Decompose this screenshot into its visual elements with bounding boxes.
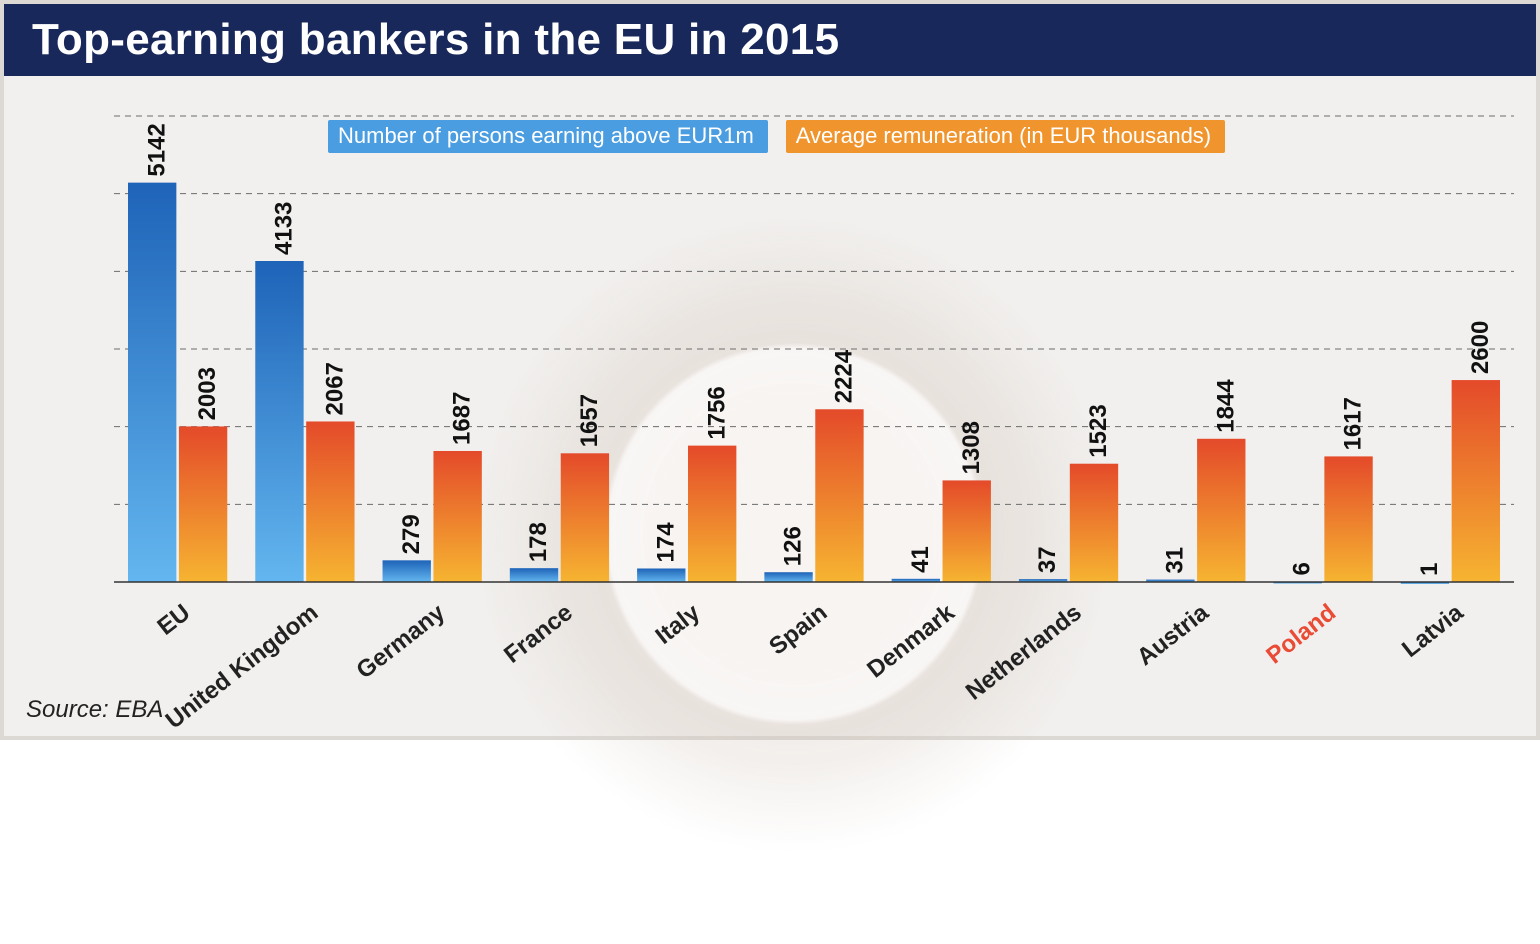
x-category-label: Italy xyxy=(650,599,705,651)
x-category-label: EU xyxy=(153,599,197,642)
bar-label-count: 178 xyxy=(525,522,552,562)
bar-label-remun: 2224 xyxy=(831,349,858,403)
bar-count xyxy=(764,572,812,582)
bar-label-count: 174 xyxy=(652,522,679,563)
bar-count xyxy=(255,261,303,582)
bar-label-remun: 1657 xyxy=(576,394,603,447)
x-category-label: Germany xyxy=(352,599,451,685)
bar-label-remun: 2600 xyxy=(1467,321,1494,374)
bar-label-count: 4133 xyxy=(271,202,298,255)
bar-remun xyxy=(943,480,991,582)
bar-label-count: 1 xyxy=(1416,563,1443,576)
bar-count xyxy=(510,568,558,582)
bar-label-remun: 1617 xyxy=(1340,397,1367,450)
legend: Number of persons earning above EUR1m Av… xyxy=(328,120,1225,153)
bar-remun xyxy=(688,446,736,582)
bar-remun xyxy=(1452,380,1500,582)
bar-label-count: 126 xyxy=(780,526,807,566)
x-category-label: France xyxy=(499,599,578,670)
chart-title: Top-earning bankers in the EU in 2015 xyxy=(32,15,839,65)
bar-label-remun: 2003 xyxy=(194,367,221,420)
x-axis-labels: EUUnited KingdomGermanyFranceItalySpainD… xyxy=(102,586,1518,716)
legend-item-count: Number of persons earning above EUR1m xyxy=(328,120,768,153)
bar-remun xyxy=(1324,456,1372,582)
bar-label-count: 41 xyxy=(907,546,934,573)
chart-container: Top-earning bankers in the EU in 2015 Nu… xyxy=(0,0,1540,740)
source-label: Source: EBA xyxy=(26,696,163,724)
bar-count xyxy=(383,560,431,582)
x-category-label: Spain xyxy=(764,599,833,661)
x-category-label: Latvia xyxy=(1397,599,1469,664)
bar-label-remun: 2067 xyxy=(321,362,348,415)
bar-label-count: 5142 xyxy=(143,123,170,176)
bar-remun xyxy=(1197,439,1245,582)
bar-remun xyxy=(433,451,481,582)
bar-count xyxy=(128,183,176,582)
bar-label-count: 6 xyxy=(1289,562,1316,575)
x-category-label: Austria xyxy=(1132,599,1214,672)
bar-label-remun: 1523 xyxy=(1085,404,1112,457)
bar-label-remun: 1844 xyxy=(1212,379,1239,433)
legend-label-remun: Average remuneration (in EUR thousands) xyxy=(796,123,1211,149)
x-category-label: Netherlands xyxy=(961,599,1088,706)
bar-remun xyxy=(179,426,227,582)
bar-remun xyxy=(815,409,863,582)
x-category-label: Denmark xyxy=(862,599,960,684)
bar-remun xyxy=(1070,464,1118,582)
bar-count xyxy=(637,568,685,582)
bar-label-count: 279 xyxy=(398,514,425,554)
bar-label-count: 31 xyxy=(1161,547,1188,574)
title-bar: Top-earning bankers in the EU in 2015 xyxy=(4,4,1536,76)
bar-remun xyxy=(306,421,354,582)
legend-label-count: Number of persons earning above EUR1m xyxy=(338,123,754,149)
bar-label-remun: 1308 xyxy=(958,421,985,474)
x-category-label: Poland xyxy=(1261,599,1341,670)
legend-item-remun: Average remuneration (in EUR thousands) xyxy=(786,120,1225,153)
bar-label-remun: 1756 xyxy=(703,386,730,439)
bar-label-remun: 1687 xyxy=(449,392,476,445)
bar-remun xyxy=(561,453,609,582)
bar-label-count: 37 xyxy=(1034,546,1061,573)
bar-chart: 0100020003000400050006000514220034133206… xyxy=(102,96,1518,586)
